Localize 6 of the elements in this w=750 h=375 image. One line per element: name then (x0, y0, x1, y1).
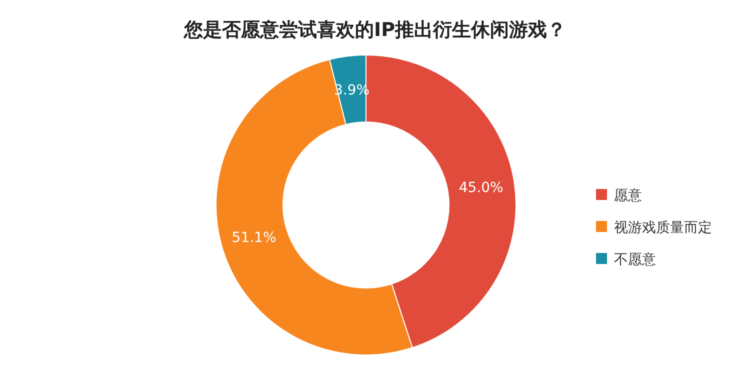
chart-title: 您是否愿意尝试喜欢的IP推出衍生休闲游戏？ (183, 19, 566, 41)
data-label: 45.0% (458, 180, 504, 196)
legend-label: 愿意 (614, 188, 642, 204)
legend-label: 不愿意 (614, 252, 656, 268)
legend-label: 视游戏质量而定 (614, 220, 712, 236)
data-label: 51.1% (232, 230, 276, 246)
